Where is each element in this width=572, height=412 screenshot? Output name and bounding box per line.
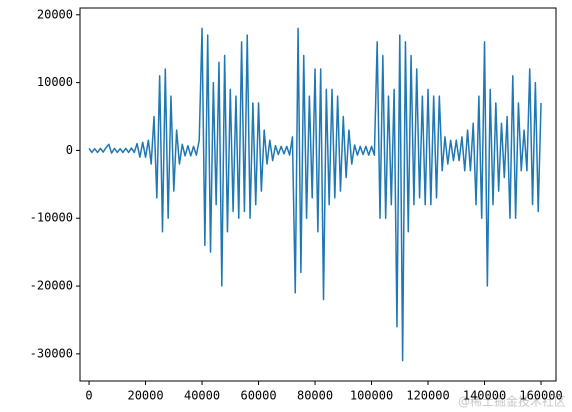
watermark: @稀土掘金技术社区 [458,394,566,409]
x-tick-label: 60000 [240,389,276,403]
x-tick-label: 120000 [406,389,449,403]
x-tick-label: 80000 [297,389,333,403]
x-tick-label: 160000 [519,389,562,403]
x-tick-label: 100000 [350,389,393,403]
y-tick-label: 20000 [37,7,73,21]
x-tick-label: 140000 [463,389,506,403]
x-tick-label: 20000 [127,389,163,403]
y-tick-label: 10000 [37,75,73,89]
y-tick-label: -10000 [30,211,73,225]
y-tick-label: 0 [66,143,73,157]
x-tick-label: 40000 [184,389,220,403]
x-tick-label: 0 [85,389,92,403]
plot-frame [79,7,557,382]
waveform-line [88,27,542,362]
y-tick-label: -20000 [30,279,73,293]
y-tick-label: -30000 [30,346,73,360]
